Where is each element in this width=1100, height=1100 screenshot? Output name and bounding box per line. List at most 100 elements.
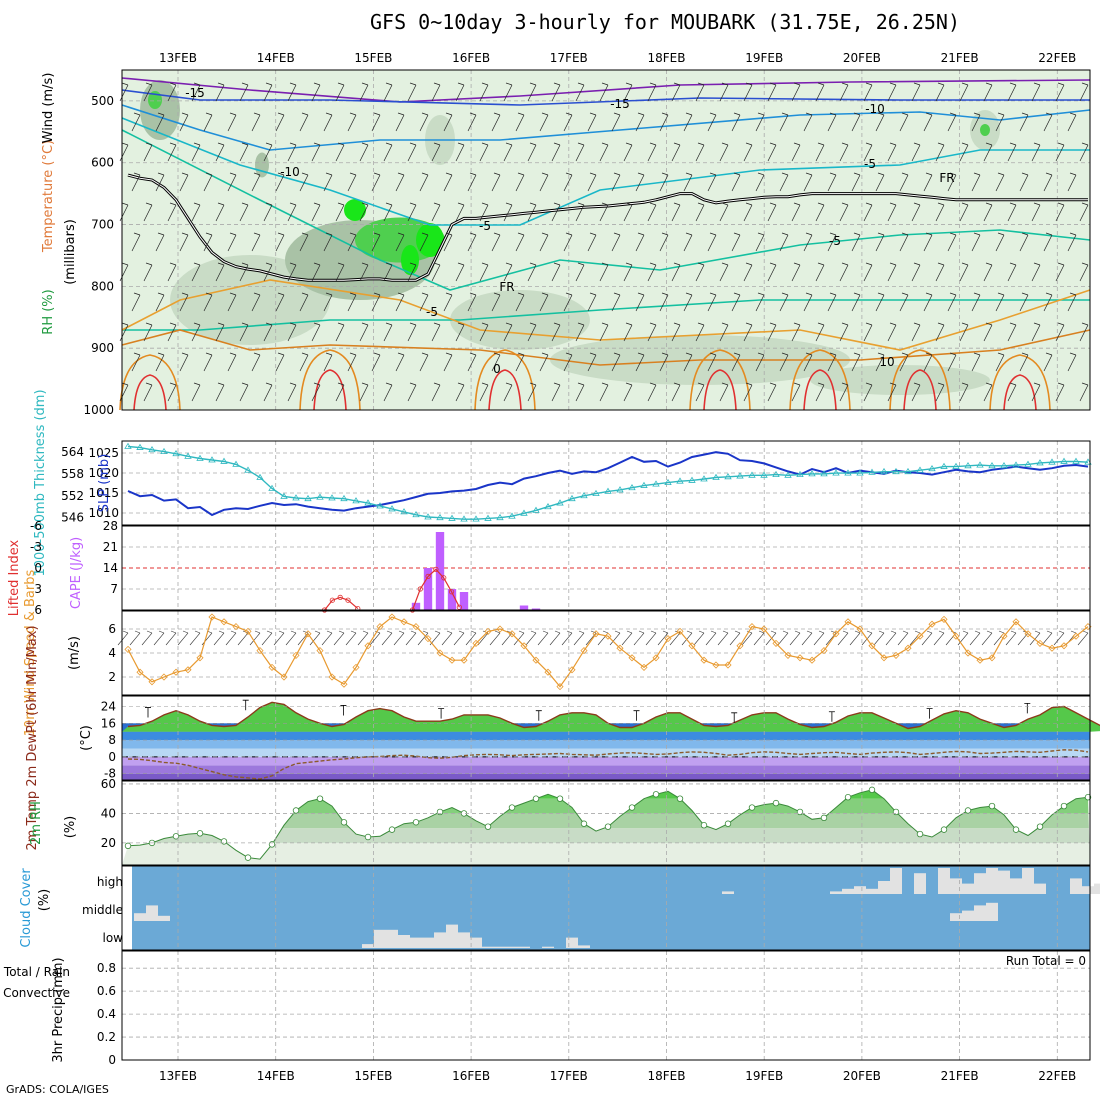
wind-tick-label: 6 — [108, 622, 116, 636]
contour-label: -5 — [864, 157, 876, 171]
cloud-bar-high — [1070, 878, 1082, 894]
cloud-bar-high — [950, 878, 962, 894]
thickness-marker — [328, 494, 336, 501]
thickness-marker — [892, 467, 900, 475]
surface-wind-barb — [801, 630, 813, 646]
date-label-top: 18FEB — [648, 51, 686, 65]
rh-marker — [1084, 794, 1092, 801]
rh-marker — [772, 799, 780, 807]
rh-tick-label: 40 — [101, 806, 116, 820]
temperature-contour — [903, 369, 937, 411]
rh-marker — [604, 823, 612, 830]
cloud-bar-low — [494, 946, 506, 948]
date-label-top: 13FEB — [159, 51, 197, 65]
temperature-contour — [313, 369, 347, 411]
wind-speed-marker — [928, 620, 936, 628]
lifted-tick-label: -6 — [30, 519, 42, 533]
ylabel-precip-total: Total / Rain — [3, 965, 70, 979]
rh-band — [122, 798, 1090, 814]
date-label-top: 14FEB — [257, 51, 295, 65]
surface-wind-barb — [741, 630, 753, 646]
lifted-marker — [337, 594, 343, 601]
ylabel-lifted: Lifted Index — [7, 539, 22, 616]
surface-wind-barb — [813, 630, 825, 646]
surface-wind-barb — [873, 630, 885, 646]
max-whisker — [340, 705, 347, 716]
thickness-marker — [1024, 460, 1032, 467]
surface-wind-barb — [825, 630, 837, 646]
wind-frame — [121, 610, 1091, 696]
cloud-bar-middle — [134, 913, 146, 921]
temperature-contour — [119, 354, 181, 411]
surface-wind-barb — [1053, 630, 1065, 646]
cloud-bar-high — [986, 868, 998, 894]
wind-speed-marker — [544, 668, 552, 676]
date-label-bottom: 18FEB — [648, 1069, 686, 1083]
ylabel-rh: RH (%) — [41, 289, 56, 334]
date-label-top: 19FEB — [745, 51, 783, 65]
thickness-marker — [904, 467, 912, 475]
temperature-contour — [121, 329, 1091, 366]
temperature-area — [122, 702, 1100, 732]
surface-wind-barb — [1077, 630, 1089, 646]
lifted-tick-label: -3 — [30, 540, 42, 554]
wind-speed-marker — [616, 644, 624, 652]
surface-wind-barb — [513, 630, 525, 646]
surface-wind-barb — [129, 630, 141, 646]
max-whisker — [438, 708, 445, 719]
temperature-contour — [889, 349, 951, 411]
thickness-marker — [736, 472, 744, 479]
freezing-level-line-inner — [127, 174, 1088, 281]
temp-tick-label: 24 — [101, 700, 116, 714]
max-whisker — [145, 707, 151, 718]
wind-speed-marker — [340, 680, 348, 688]
wind-speed-marker — [940, 615, 948, 623]
thickness-marker — [256, 473, 264, 480]
rh-marker — [820, 814, 828, 822]
thickness-tick-label: 564 — [61, 445, 84, 459]
ylabel-thickness: 1000-500mb Thickness (dm) — [33, 389, 48, 576]
thickness-marker — [196, 454, 204, 461]
cape-tick-label: 14 — [103, 561, 118, 575]
rh-marker — [292, 807, 300, 814]
pressure-tick-label: 800 — [91, 279, 114, 293]
thickness-marker — [436, 513, 444, 521]
cloud-bar-high — [1034, 883, 1046, 894]
surface-wind-barb — [405, 630, 417, 646]
rh-marker — [1036, 823, 1044, 830]
thickness-marker — [268, 484, 276, 491]
wind-speed-marker — [592, 630, 600, 638]
thickness-tick-label: 558 — [61, 467, 84, 481]
cloud-bar-high — [1010, 878, 1022, 894]
thickness-marker — [424, 513, 432, 520]
rh-marker — [436, 808, 444, 816]
wind-speed-marker — [808, 656, 816, 664]
cloud-bar-middle — [950, 913, 962, 921]
surface-wind-barb — [393, 630, 405, 646]
wind-tick-label: 2 — [108, 670, 116, 684]
date-label-bottom: 19FEB — [745, 1069, 783, 1083]
thickness-marker — [280, 492, 288, 499]
rh-marker — [388, 826, 396, 833]
lifted-marker — [345, 597, 351, 603]
temperature-band — [122, 740, 1090, 749]
date-label-top: 15FEB — [354, 51, 392, 65]
surface-wind-barb — [705, 630, 717, 646]
surface-wind-barb — [417, 630, 429, 646]
thickness-marker — [460, 515, 468, 522]
thickness-marker — [484, 514, 492, 521]
wind-speed-marker — [436, 649, 444, 657]
temperature-contour — [703, 369, 737, 411]
thickness-marker — [724, 473, 732, 480]
rh-marker — [484, 823, 492, 830]
cloud-bar-low — [434, 932, 446, 948]
surface-wind-barb — [561, 630, 573, 646]
cloud-bar-low — [422, 937, 434, 948]
rh-area — [416, 223, 444, 257]
thickness-marker — [808, 470, 816, 477]
thickness-marker — [376, 502, 384, 509]
wind-speed-marker — [988, 654, 996, 662]
contour-label: FR — [499, 280, 514, 294]
temperature-band — [122, 773, 1090, 780]
ylabel-cape: CAPE (J/kg) — [69, 537, 84, 609]
